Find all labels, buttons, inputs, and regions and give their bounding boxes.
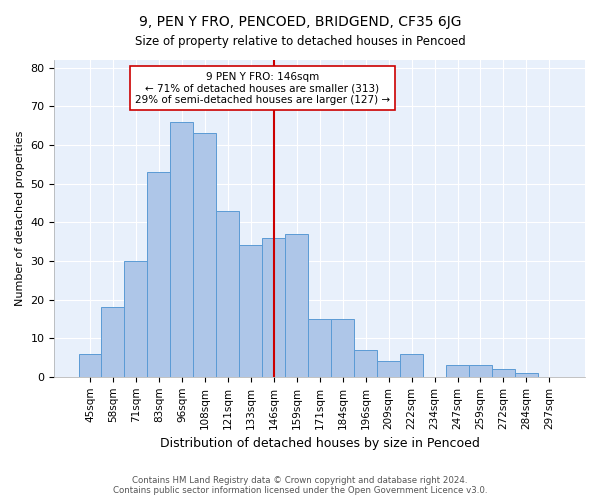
Bar [331, 319, 354, 377]
Bar [170, 122, 193, 377]
Bar [79, 354, 101, 377]
Bar [239, 246, 262, 377]
Bar [308, 319, 331, 377]
Bar [101, 308, 124, 377]
X-axis label: Distribution of detached houses by size in Pencoed: Distribution of detached houses by size … [160, 437, 479, 450]
Text: Contains HM Land Registry data © Crown copyright and database right 2024.
Contai: Contains HM Land Registry data © Crown c… [113, 476, 487, 495]
Bar [469, 365, 492, 377]
Bar [148, 172, 170, 377]
Text: 9 PEN Y FRO: 146sqm
← 71% of detached houses are smaller (313)
29% of semi-detac: 9 PEN Y FRO: 146sqm ← 71% of detached ho… [135, 72, 390, 105]
Bar [492, 369, 515, 377]
Bar [354, 350, 377, 377]
Bar [285, 234, 308, 377]
Y-axis label: Number of detached properties: Number of detached properties [15, 130, 25, 306]
Bar [377, 362, 400, 377]
Bar [515, 373, 538, 377]
Bar [124, 261, 148, 377]
Bar [400, 354, 423, 377]
Bar [446, 365, 469, 377]
Bar [193, 134, 217, 377]
Bar [217, 210, 239, 377]
Text: 9, PEN Y FRO, PENCOED, BRIDGEND, CF35 6JG: 9, PEN Y FRO, PENCOED, BRIDGEND, CF35 6J… [139, 15, 461, 29]
Bar [262, 238, 285, 377]
Text: Size of property relative to detached houses in Pencoed: Size of property relative to detached ho… [134, 35, 466, 48]
